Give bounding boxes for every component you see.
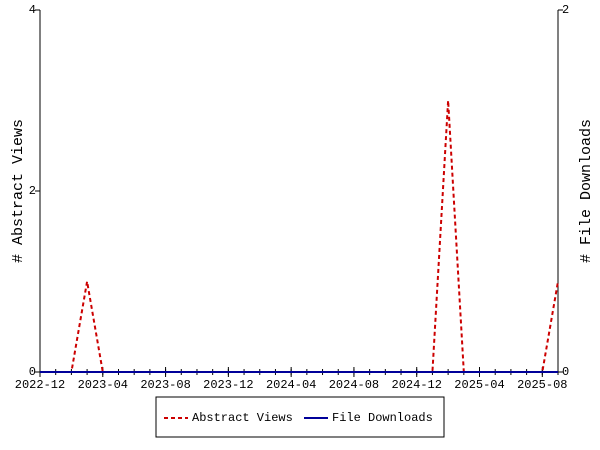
series-line	[40, 100, 559, 373]
y-tick-label: 0	[29, 365, 36, 379]
legend-box	[155, 396, 445, 438]
x-tick-label: 2024-08	[329, 378, 379, 392]
x-tick-label: 2025-04	[454, 378, 504, 392]
x-tick-label: 2023-04	[78, 378, 128, 392]
y2-tick-label: 2	[562, 3, 569, 17]
x-tick-label: 2022-12	[15, 378, 65, 392]
y-axis-label: # Abstract Views	[10, 119, 27, 263]
y-tick-label: 2	[29, 184, 36, 198]
y2-tick-label: 0	[562, 365, 569, 379]
y2-axis-label: # File Downloads	[578, 119, 595, 263]
legend-label: File Downloads	[332, 411, 433, 425]
x-tick-label: 2024-04	[266, 378, 316, 392]
x-tick-label: 2023-12	[203, 378, 253, 392]
x-tick-label: 2023-08	[140, 378, 190, 392]
x-tick-label: 2025-08	[517, 378, 567, 392]
y-tick-label: 4	[29, 3, 36, 17]
x-tick-label: 2024-12	[392, 378, 442, 392]
legend-label: Abstract Views	[192, 411, 293, 425]
